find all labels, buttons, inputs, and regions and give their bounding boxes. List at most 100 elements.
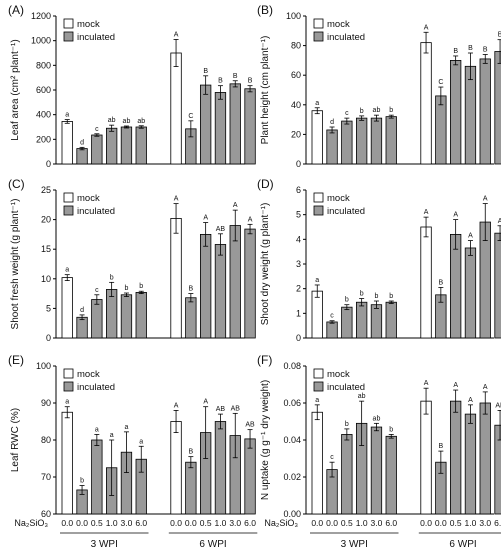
bar <box>370 426 383 515</box>
bar <box>185 461 197 515</box>
y-axis-label: N uptake (g g⁻¹ dry weight) <box>260 380 271 500</box>
significance-letter: a <box>139 438 143 445</box>
y-tick-label: 80 <box>291 41 301 51</box>
x-tick-label: 0.5 <box>200 518 212 528</box>
significance-letter: c <box>330 454 334 461</box>
y-tick-label: 6 <box>296 185 301 195</box>
x-tick-label: 0.0 <box>311 518 323 528</box>
x-tick-label: 1.0 <box>356 518 368 528</box>
significance-letter: c <box>345 110 349 117</box>
bar <box>120 294 133 339</box>
legend-swatch-mock <box>63 18 74 29</box>
x-tick-label: 3.0 <box>121 518 133 528</box>
significance-letter: B <box>483 46 488 53</box>
x-tick-label: 6.0 <box>385 518 397 528</box>
panel-label: (A) <box>8 3 24 17</box>
significance-letter: ab <box>137 118 145 125</box>
bar <box>494 232 501 339</box>
x-tick-label: 0.5 <box>341 518 353 528</box>
significance-letter: a <box>315 277 319 284</box>
significance-letter: A <box>203 399 208 406</box>
bar <box>214 421 227 515</box>
significance-letter: B <box>189 286 194 293</box>
legend-label-inoculated: inculated <box>327 382 365 393</box>
y-tick-label: 20 <box>41 215 51 225</box>
bar <box>170 52 182 165</box>
legend-label-mock: mock <box>77 369 100 380</box>
y-axis-label: Leaf area (cm² plant⁻¹) <box>10 39 21 140</box>
significance-letter: A <box>453 212 458 219</box>
y-tick-label: 15 <box>41 244 51 254</box>
y-tick-label: 25 <box>41 185 51 195</box>
y-tick-label: 60 <box>41 509 51 519</box>
bar <box>170 421 182 515</box>
significance-letter: b <box>124 285 128 292</box>
y-tick-label: 3 <box>296 259 301 269</box>
bar <box>341 120 353 165</box>
y-tick-label: 600 <box>36 85 51 95</box>
legend-swatch-inoculated <box>63 31 74 42</box>
significance-letter: A <box>468 397 473 404</box>
significance-letter: b <box>389 107 393 114</box>
bar <box>311 411 323 515</box>
y-axis-label: Shoot dry weight (g plant⁻¹) <box>260 203 271 326</box>
significance-letter: A <box>248 216 253 223</box>
legend-swatch-inoculated <box>63 381 74 392</box>
bar <box>494 51 501 165</box>
bar <box>91 299 103 339</box>
bar <box>355 117 368 165</box>
bar <box>135 292 147 339</box>
bar <box>355 301 368 339</box>
y-tick-label: 1000 <box>31 36 51 46</box>
significance-letter: a <box>315 100 319 107</box>
legend-swatch-mock <box>63 192 74 203</box>
panel-label: (B) <box>257 3 273 17</box>
y-axis-label: Shoot fresh weight (g plant⁻¹) <box>10 199 21 330</box>
significance-letter: B <box>498 32 501 39</box>
significance-letter: A <box>468 233 473 240</box>
significance-letter: B <box>233 73 238 80</box>
significance-letter: B <box>439 279 444 286</box>
group-label: 3 WPI <box>91 539 118 550</box>
significance-letter: a <box>110 432 114 439</box>
significance-letter: b <box>345 297 349 304</box>
legend-label-mock: mock <box>77 193 100 204</box>
bar <box>76 148 88 165</box>
group-label: 3 WPI <box>341 539 368 550</box>
significance-letter: c <box>95 287 99 294</box>
bar <box>479 402 491 515</box>
significance-letter: d <box>80 307 84 314</box>
bar <box>214 244 227 339</box>
significance-letter: b <box>360 291 364 298</box>
y-tick-label: 10 <box>41 274 51 284</box>
significance-letter: a <box>95 426 99 433</box>
bar <box>326 321 338 339</box>
significance-letter: C <box>188 113 193 120</box>
bar <box>229 225 241 339</box>
significance-letter: b <box>110 274 114 281</box>
y-tick-label: 800 <box>36 60 51 70</box>
bar <box>370 304 383 339</box>
bar <box>199 233 212 339</box>
significance-letter: B <box>453 48 458 55</box>
group-label: 6 WPI <box>199 539 226 550</box>
x-axis-group-variable: Na₂SiO₃ <box>14 518 48 528</box>
significance-letter: A <box>424 380 429 387</box>
significance-letter: A <box>483 196 488 203</box>
bar <box>229 83 241 165</box>
bar <box>170 218 182 339</box>
legend-label-inoculated: inculated <box>327 206 365 217</box>
legend-swatch-inoculated <box>313 31 324 42</box>
bar <box>214 92 227 165</box>
bar <box>479 58 491 165</box>
y-tick-label: 90 <box>41 398 51 408</box>
significance-letter: b <box>374 293 378 300</box>
significance-letter: ab <box>108 117 116 124</box>
y-tick-label: 0.04 <box>283 435 301 445</box>
significance-letter: AB <box>231 405 241 412</box>
bar <box>464 247 477 339</box>
bar <box>385 435 397 515</box>
bar <box>420 42 432 165</box>
significance-letter: d <box>330 119 334 126</box>
y-tick-label: 100 <box>286 11 301 21</box>
